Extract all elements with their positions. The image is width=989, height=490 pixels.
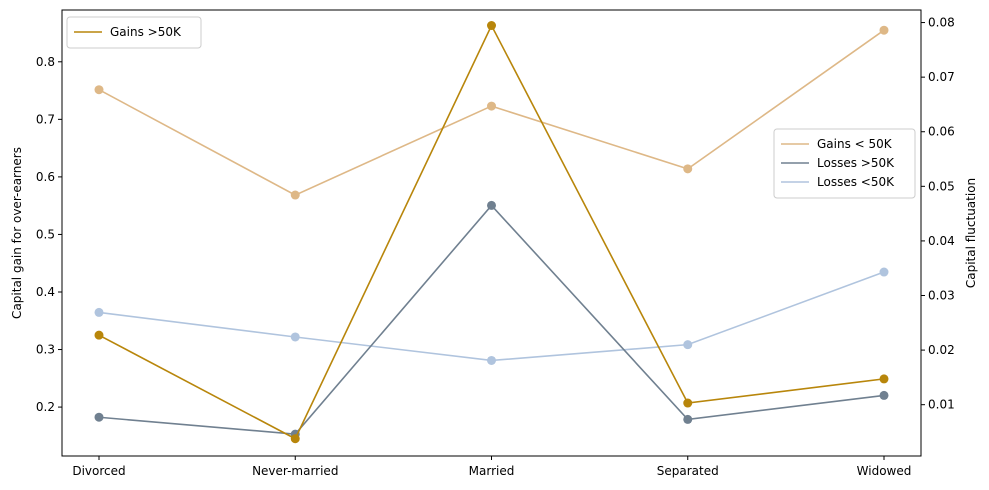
- series-layer: [94, 21, 889, 444]
- point-losses-50k-separated: [683, 414, 693, 424]
- y-right-tick-label: 0.05: [928, 179, 955, 193]
- point-gains-50k-widowed: [879, 25, 889, 35]
- y-right-tick-label: 0.03: [928, 289, 955, 303]
- legend-box: [66, 16, 202, 49]
- point-gains-50k-divorced: [94, 85, 104, 95]
- y-right-tick-label: 0.02: [928, 343, 955, 357]
- y-left-tick-label: 0.6: [36, 170, 55, 184]
- point-gains-50k-separated: [683, 164, 693, 174]
- point-losses-50k-separated: [683, 340, 693, 350]
- y-right-tick-label: 0.01: [928, 398, 955, 412]
- legend-label-losses-50k: Losses <50K: [817, 175, 895, 189]
- y-right-tick-label: 0.06: [928, 125, 955, 139]
- y-left-tick-label: 0.8: [36, 55, 55, 69]
- legend-box: [773, 128, 916, 199]
- x-tick-label-divorced: Divorced: [72, 464, 125, 478]
- y-axis-left-label: Capital gain for over-earners: [10, 147, 24, 319]
- point-losses-50k-never-married: [290, 332, 300, 342]
- point-gains-50k-never-married: [290, 434, 300, 444]
- y-left-tick-label: 0.2: [36, 400, 55, 414]
- x-tick-label-never-married: Never-married: [252, 464, 338, 478]
- legend-label-gains-50k: Gains < 50K: [817, 137, 893, 151]
- series-gains-50k: [94, 21, 889, 444]
- legend-label-losses-50k: Losses >50K: [817, 156, 895, 170]
- series-gains-50k: [94, 25, 889, 200]
- legend-upper-left: Gains >50K: [66, 16, 202, 49]
- point-gains-50k-never-married: [290, 190, 300, 200]
- point-losses-50k-divorced: [94, 412, 104, 422]
- point-gains-50k-married: [487, 101, 496, 111]
- point-gains-50k-separated: [683, 398, 693, 408]
- y-right-tick-label: 0.04: [928, 234, 955, 248]
- y-left-tick-label: 0.7: [36, 112, 55, 126]
- y-axis-right: 0.01 0.02 0.03 0.04 0.05 0.06 0.07 0.08: [921, 16, 955, 412]
- y-axis-right-label: Capital fluctuation: [964, 178, 978, 288]
- y-right-tick-label: 0.08: [928, 16, 955, 30]
- point-gains-50k-divorced: [94, 330, 104, 340]
- x-tick-label-married: Married: [469, 464, 515, 478]
- point-gains-50k-widowed: [879, 374, 889, 384]
- series-losses-50k: [94, 267, 889, 365]
- point-losses-50k-married: [487, 200, 496, 210]
- legend-label-gains-50k: Gains >50K: [110, 25, 182, 39]
- y-left-tick-label: 0.3: [36, 343, 55, 357]
- x-axis: Divorced Never-married Married Separated Wid…: [72, 456, 911, 478]
- point-gains-50k-married: [487, 21, 496, 31]
- point-losses-50k-widowed: [879, 267, 889, 277]
- point-losses-50k-married: [487, 355, 496, 365]
- point-losses-50k-widowed: [879, 390, 889, 400]
- y-axis-left: 0.2 0.3 0.4 0.5 0.6 0.7 0.8: [36, 55, 62, 414]
- x-tick-label-widowed: Widowed: [857, 464, 912, 478]
- point-losses-50k-divorced: [94, 307, 104, 317]
- y-left-tick-label: 0.5: [36, 227, 55, 241]
- y-left-tick-label: 0.4: [36, 285, 55, 299]
- y-right-tick-label: 0.07: [928, 70, 955, 84]
- x-tick-label-separated: Separated: [657, 464, 719, 478]
- legend-center-right: Gains < 50K Losses >50K Losses <50K: [773, 128, 916, 199]
